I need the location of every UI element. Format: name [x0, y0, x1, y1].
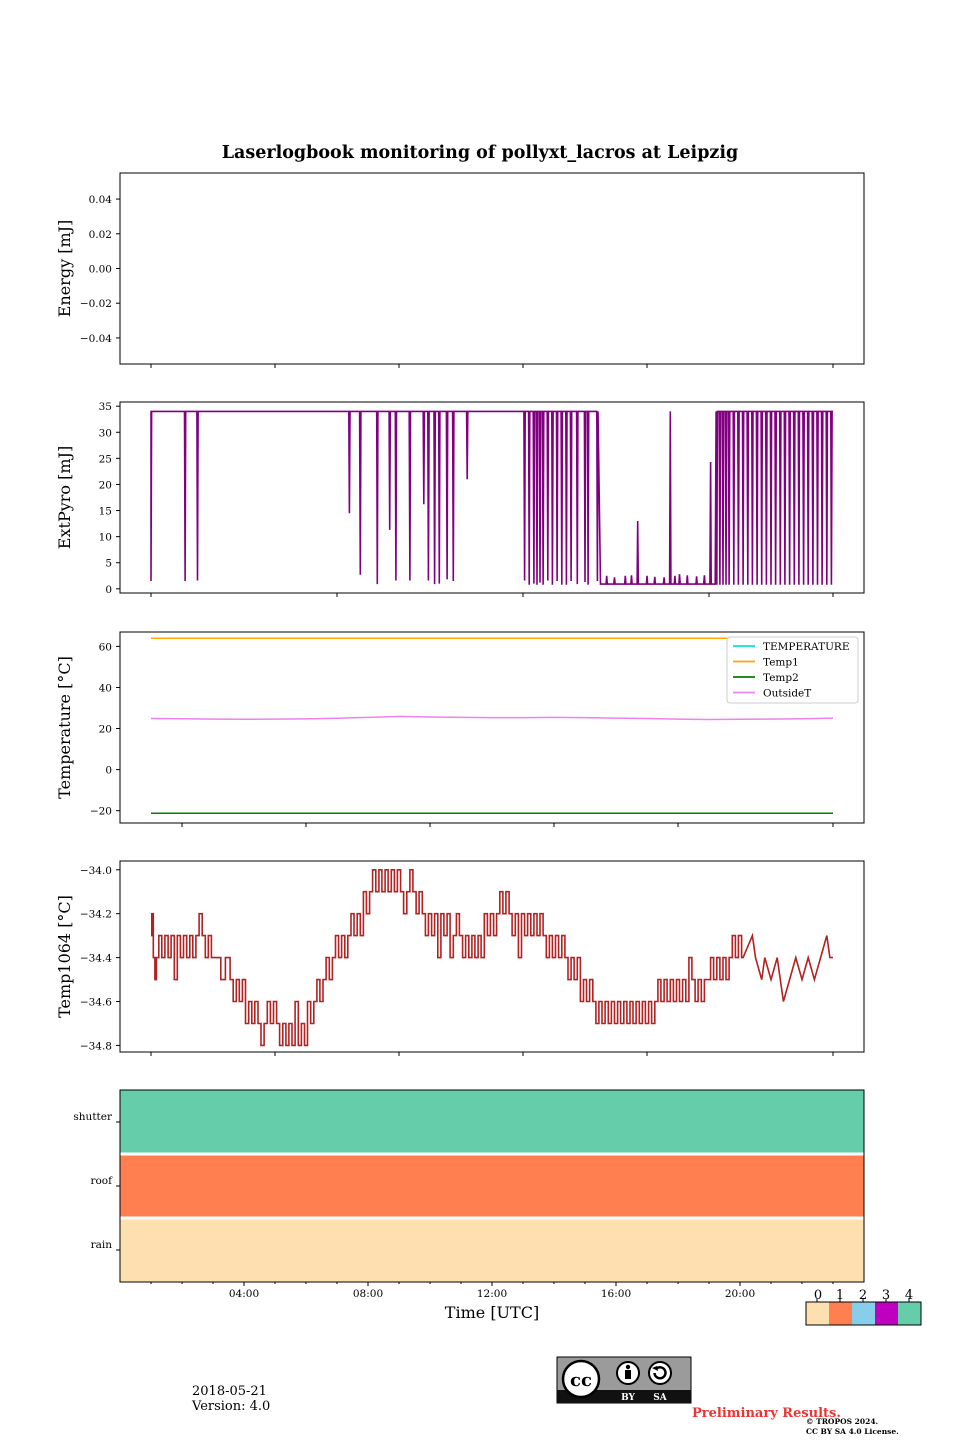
ytick-label: −20	[90, 806, 112, 818]
colorbar-label: 1	[836, 1288, 844, 1303]
status-band-shutter	[120, 1090, 864, 1154]
colorbar-cell	[898, 1302, 921, 1325]
extpyro-line	[150, 410, 833, 585]
ytick-label: 10	[99, 532, 112, 544]
series-outsidet	[150, 715, 834, 721]
ytick-label: −0.02	[80, 298, 112, 310]
y-axis-label: Temp1064 [°C]	[55, 895, 74, 1018]
date-label: 2018-05-21	[192, 1384, 267, 1399]
ytick-label: 15	[99, 506, 112, 518]
ytick-label: 5	[105, 558, 112, 570]
ytick-label: 0	[105, 584, 112, 596]
ytick-label: 0.02	[89, 229, 112, 241]
preliminary-notice: Preliminary Results.	[692, 1406, 841, 1421]
ytick-label: 20	[99, 479, 112, 491]
panel-4: −34.0 −34.2 −34.4 −34.6 −34.8 Temp1064 [°C]	[55, 860, 865, 1056]
legend-box	[726, 636, 859, 704]
ytick-label: 40	[99, 682, 112, 694]
ytick-label: 35	[99, 401, 112, 413]
status-label: rain	[91, 1239, 113, 1251]
axes-frame	[119, 172, 865, 365]
license-line: CC BY SA 4.0 License.	[806, 1427, 899, 1436]
status-band-rain	[120, 1218, 864, 1282]
ytick-label: 60	[99, 641, 112, 653]
xtick-label: 08:00	[353, 1288, 383, 1300]
legend-entry: TEMPERATURE	[763, 641, 850, 653]
colorbar-frame	[805, 1301, 922, 1326]
status-band-roof	[120, 1154, 864, 1218]
cc-logo-text: cc	[570, 1370, 592, 1391]
footer-info: 2018-05-21 Version: 4.0	[192, 1384, 270, 1414]
y-axis-label: Temperature [°C]	[55, 656, 74, 799]
panel-5: rain roof shutter 04:00 08:00 12:00 16:00 20:00…	[73, 1089, 865, 1322]
xtick-label: 20:00	[725, 1288, 755, 1300]
ytick-label: 30	[99, 427, 112, 439]
legend-entry: OutsideT	[763, 688, 811, 700]
panel-1: 0.04 0.02 0.00 −0.02 −0.04 Energy [mJ]	[55, 172, 865, 368]
ytick-label: −34.0	[80, 865, 112, 877]
xtick-label: 12:00	[477, 1288, 507, 1300]
legend: TEMPERATURE Temp1 Temp2 OutsideT	[726, 636, 859, 704]
ytick-label: 0.04	[89, 194, 113, 206]
axes-frame	[119, 401, 865, 594]
panel-2: 0 5 10 15 20 25 30 35 ExtPyro [mJ]	[55, 401, 865, 597]
axes-frame	[119, 631, 865, 824]
copyright-notice: © TROPOS 2024. CC BY SA 4.0 License.	[806, 1417, 899, 1437]
ytick-label: −34.8	[80, 1040, 112, 1052]
colorbar-label: 2	[859, 1288, 867, 1303]
ytick-label: −0.04	[80, 333, 112, 345]
ytick-label: 25	[99, 453, 112, 465]
colorbar-cell	[852, 1302, 875, 1325]
x-axis-label: Time [UTC]	[445, 1303, 539, 1322]
y-axis-label: Energy [mJ]	[55, 220, 74, 318]
colorbar-cell	[875, 1302, 898, 1325]
y-axis-label: ExtPyro [mJ]	[55, 446, 74, 549]
ytick-label: −34.4	[80, 953, 112, 965]
legend-entry: Temp2	[763, 672, 799, 684]
colorbar-cell	[806, 1302, 829, 1325]
cc-by-sa-badge: cc BY SA	[556, 1356, 692, 1404]
temp1064-line	[151, 869, 833, 1047]
panel-3: 60 40 20 0 −20 Temperature [°C] TEMPERATURE Tem…	[55, 631, 865, 827]
status-label: roof	[90, 1175, 113, 1187]
copyright-line: © TROPOS 2024.	[806, 1417, 879, 1426]
status-label: shutter	[73, 1111, 113, 1123]
sa-share-icon	[648, 1361, 672, 1385]
ytick-label: 20	[99, 724, 112, 736]
ytick-label: −34.2	[80, 909, 112, 921]
xtick-label: 04:00	[229, 1288, 259, 1300]
colorbar-label: 0	[814, 1288, 822, 1303]
legend-entry: Temp1	[763, 657, 799, 669]
ytick-label: 0.00	[89, 264, 112, 276]
ytick-label: −34.6	[80, 997, 112, 1009]
colorbar-cell	[829, 1302, 852, 1325]
axes-frame	[119, 860, 865, 1053]
xtick-label: 16:00	[601, 1288, 631, 1300]
colorbar-label: 4	[905, 1288, 913, 1303]
ytick-label: 0	[105, 765, 112, 777]
sa-label: SA	[653, 1393, 667, 1403]
figure-title: Laserlogbook monitoring of pollyxt_lacro…	[222, 143, 739, 163]
by-label: BY	[621, 1393, 635, 1403]
colorbar-label: 3	[882, 1288, 890, 1303]
version-label: Version: 4.0	[192, 1399, 271, 1414]
